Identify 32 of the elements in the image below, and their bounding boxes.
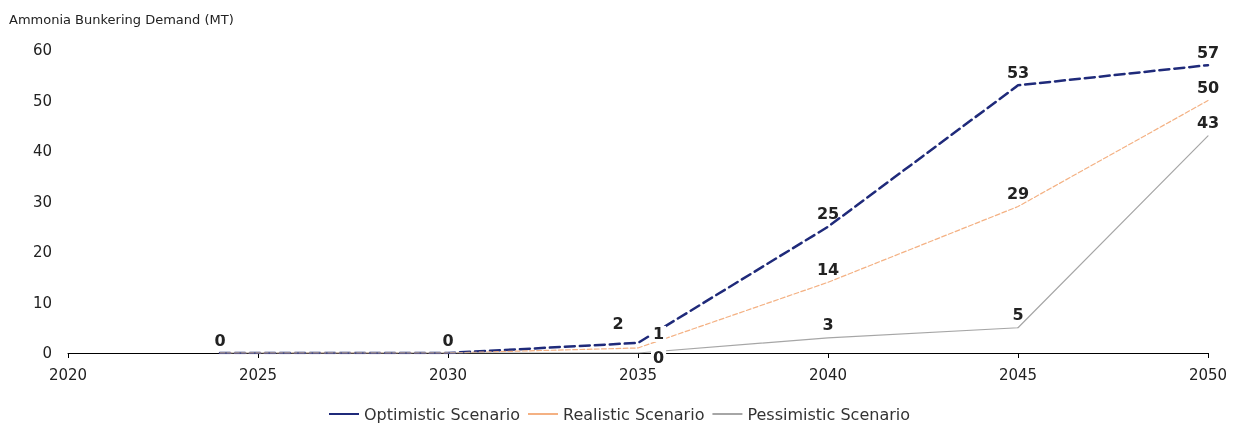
data-label: 1 bbox=[653, 324, 665, 344]
data-label: 0 bbox=[214, 330, 226, 350]
data-label: 0 bbox=[653, 347, 665, 367]
x-tick-label: 2035 bbox=[618, 365, 658, 384]
data-label: 53 bbox=[1006, 62, 1030, 82]
data-label: 50 bbox=[1196, 78, 1220, 97]
x-tick-label: 2040 bbox=[808, 365, 848, 384]
legend-label: Optimistic Scenario bbox=[364, 404, 521, 424]
y-tick-label: 50 bbox=[32, 91, 52, 110]
y-tick-label: 20 bbox=[32, 243, 52, 261]
data-label: 57 bbox=[1196, 42, 1220, 62]
y-tick-label: 60 bbox=[32, 41, 52, 59]
data-label: 3 bbox=[822, 315, 834, 335]
data-label: 14 bbox=[816, 259, 840, 279]
legend-label: Realistic Scenario bbox=[563, 404, 705, 424]
data-label: 43 bbox=[1196, 113, 1220, 133]
x-tick-label: 2025 bbox=[238, 365, 278, 384]
data-label: 25 bbox=[816, 204, 840, 224]
y-tick-label: 30 bbox=[32, 192, 52, 211]
data-label: 5 bbox=[1012, 305, 1024, 325]
y-tick-label: 40 bbox=[32, 142, 52, 160]
data-label: 29 bbox=[1006, 184, 1030, 204]
x-tick-label: 2030 bbox=[428, 365, 468, 384]
data-label: 0 bbox=[442, 330, 454, 350]
x-tick-label: 2045 bbox=[998, 365, 1038, 384]
y-tick-label: 0 bbox=[42, 344, 52, 362]
x-tick-label: 2050 bbox=[1188, 365, 1228, 384]
y-tick-label: 10 bbox=[32, 293, 52, 312]
data-label: 2 bbox=[612, 314, 624, 334]
legend-label: Pessimistic Scenario bbox=[747, 404, 910, 424]
x-tick-label: 2020 bbox=[48, 365, 88, 384]
y-axis-title: Ammonia Bunkering Demand (MT) bbox=[9, 12, 234, 27]
